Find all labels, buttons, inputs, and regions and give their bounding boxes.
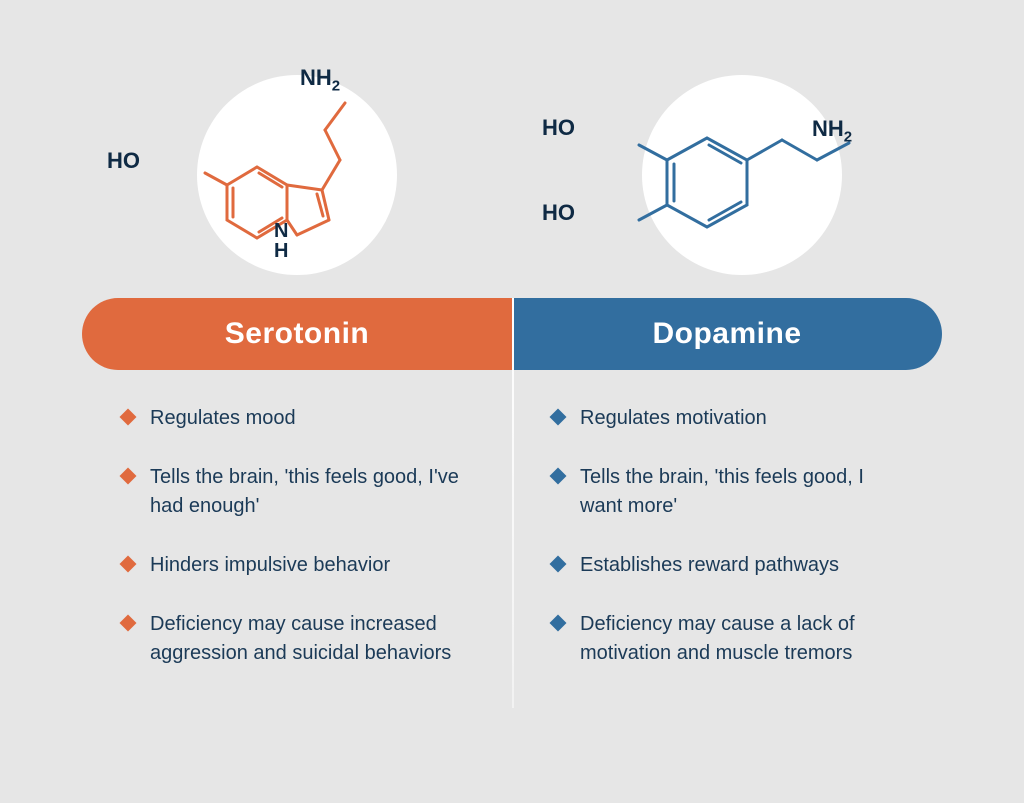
list-item: Deficiency may cause increased aggressio… — [122, 610, 472, 668]
diamond-bullet-icon — [550, 468, 567, 485]
content-row: Regulates mood Tells the brain, 'this fe… — [82, 388, 942, 698]
serotonin-label-h: H — [274, 240, 288, 263]
list-item: Deficiency may cause a lack of motivatio… — [552, 610, 902, 668]
serotonin-molecule-cell: HO NH2 N H — [82, 60, 512, 290]
infographic-container: HO NH2 N H — [82, 60, 942, 698]
diamond-bullet-icon — [550, 615, 567, 632]
diamond-bullet-icon — [550, 409, 567, 426]
center-divider — [512, 298, 514, 708]
diamond-bullet-icon — [120, 556, 137, 573]
diamond-bullet-icon — [550, 556, 567, 573]
dopamine-header: Dopamine — [512, 298, 942, 370]
diamond-bullet-icon — [120, 409, 137, 426]
list-item: Regulates mood — [122, 404, 472, 433]
dopamine-list: Regulates motivation Tells the brain, 't… — [552, 404, 912, 668]
diamond-bullet-icon — [120, 615, 137, 632]
serotonin-column: Regulates mood Tells the brain, 'this fe… — [82, 388, 512, 698]
list-item: Hinders impulsive behavior — [122, 551, 472, 580]
dopamine-label-ho1: HO — [542, 115, 575, 141]
dopamine-structure — [557, 65, 897, 285]
dopamine-label-nh2: NH2 — [812, 116, 852, 145]
diamond-bullet-icon — [120, 468, 137, 485]
dopamine-column: Regulates motivation Tells the brain, 't… — [512, 388, 942, 698]
serotonin-label-nh2: NH2 — [300, 65, 340, 94]
dopamine-label-ho2: HO — [542, 200, 575, 226]
list-item: Tells the brain, 'this feels good, I've … — [122, 463, 472, 521]
list-item: Tells the brain, 'this feels good, I wan… — [552, 463, 902, 521]
serotonin-list: Regulates mood Tells the brain, 'this fe… — [122, 404, 482, 668]
serotonin-label-ho: HO — [107, 148, 140, 174]
list-item: Establishes reward pathways — [552, 551, 902, 580]
serotonin-structure — [147, 65, 447, 285]
list-item: Regulates motivation — [552, 404, 902, 433]
molecule-row: HO NH2 N H — [82, 60, 942, 290]
serotonin-header: Serotonin — [82, 298, 512, 370]
dopamine-molecule-cell: HO HO NH2 — [512, 60, 942, 290]
